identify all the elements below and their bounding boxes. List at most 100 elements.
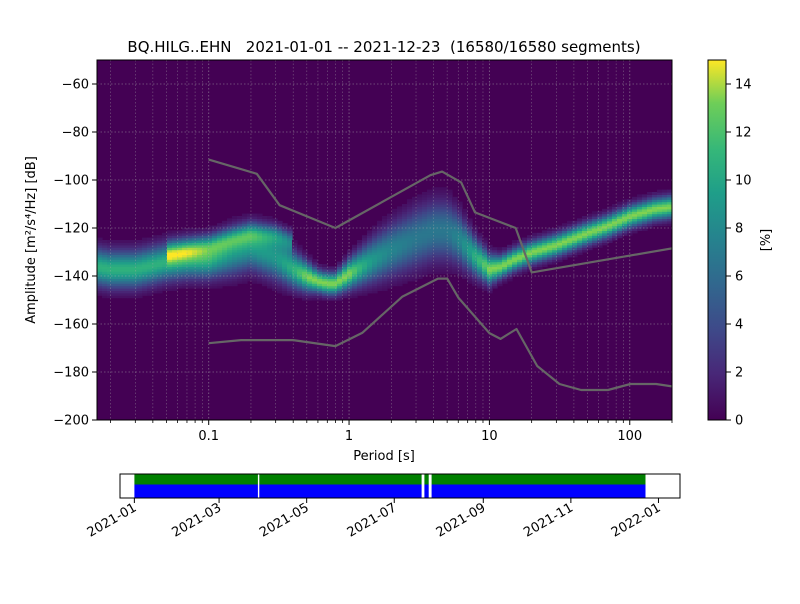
density-cell <box>602 228 608 231</box>
density-cell <box>182 261 188 265</box>
density-cell <box>337 283 343 287</box>
density-cell <box>272 283 278 287</box>
density-cell <box>102 278 108 282</box>
density-cell <box>122 256 128 260</box>
density-cell <box>187 264 193 267</box>
density-cell <box>452 206 458 210</box>
density-cell <box>382 288 388 291</box>
density-cell <box>177 271 183 275</box>
density-cell <box>102 266 108 270</box>
density-cell <box>392 276 398 279</box>
density-cell <box>277 259 283 263</box>
density-cell <box>402 240 408 243</box>
density-cell <box>607 220 613 224</box>
density-cell <box>412 218 418 222</box>
density-cell <box>427 223 433 227</box>
density-cell <box>482 240 488 243</box>
y-tick-label: −180 <box>53 366 89 381</box>
density-cell <box>447 240 453 243</box>
density-cell <box>342 292 348 296</box>
density-cell <box>387 283 393 287</box>
density-cell <box>597 225 603 229</box>
density-cell <box>627 204 633 207</box>
density-cell <box>192 271 198 275</box>
density-cell <box>227 276 233 279</box>
density-cell <box>177 242 183 246</box>
density-cell <box>542 264 548 267</box>
density-cell <box>502 252 508 255</box>
density-cell <box>437 194 443 198</box>
density-cell <box>117 276 123 279</box>
density-cell <box>437 206 443 210</box>
density-cell <box>437 252 443 255</box>
density-cell <box>372 249 378 253</box>
density-cell <box>247 237 253 241</box>
density-cell <box>172 273 178 277</box>
density-cell <box>507 271 513 275</box>
density-cell <box>122 240 128 243</box>
density-cell <box>242 273 248 277</box>
density-cell <box>587 240 593 243</box>
density-cell <box>187 249 193 253</box>
density-cell <box>162 237 168 241</box>
density-cell <box>197 266 203 270</box>
density-cell <box>377 249 383 253</box>
density-cell <box>592 223 598 227</box>
density-cell <box>382 216 388 219</box>
density-cell <box>612 232 618 236</box>
density-cell <box>322 266 328 270</box>
density-cell <box>587 230 593 234</box>
density-cell <box>277 288 283 291</box>
density-cell <box>212 244 218 248</box>
density-cell <box>462 247 468 251</box>
density-cell <box>282 228 288 231</box>
chart-title: BQ.HILG..EHN 2021-01-01 -- 2021-12-23 (1… <box>127 38 640 56</box>
density-cell <box>457 206 463 210</box>
density-cell <box>297 261 303 265</box>
density-cell <box>637 206 643 210</box>
density-cell <box>247 213 253 217</box>
density-cell <box>482 276 488 279</box>
timeline-tick-label: 2022-01 <box>609 500 664 540</box>
density-cell <box>167 256 173 260</box>
density-cell <box>97 256 103 260</box>
density-cell <box>252 242 258 246</box>
density-cell <box>477 273 483 277</box>
density-cell <box>617 225 623 229</box>
density-cell <box>437 201 443 205</box>
density-cell <box>327 290 333 294</box>
colorbar-tick-label: 8 <box>735 222 743 237</box>
density-cell <box>232 266 238 270</box>
density-cell <box>297 256 303 260</box>
density-cell <box>467 218 473 222</box>
density-cell <box>142 256 148 260</box>
density-cell <box>417 273 423 277</box>
density-cell <box>387 252 393 255</box>
density-cell <box>447 228 453 231</box>
density-cell <box>462 276 468 279</box>
density-cell <box>647 199 653 203</box>
density-cell <box>107 280 113 284</box>
density-cell <box>402 235 408 239</box>
density-cell <box>542 242 548 246</box>
density-cell <box>432 189 438 193</box>
density-cell <box>307 254 313 258</box>
density-cell <box>412 208 418 212</box>
density-cell <box>362 292 368 296</box>
density-cell <box>412 244 418 248</box>
density-cell <box>492 271 498 275</box>
density-cell <box>277 273 283 277</box>
density-cell <box>237 249 243 253</box>
density-cell <box>257 216 263 219</box>
density-cell <box>257 228 263 231</box>
density-cell <box>297 292 303 296</box>
density-cell <box>522 268 528 272</box>
density-cell <box>422 256 428 260</box>
density-cell <box>602 242 608 246</box>
density-cell <box>132 283 138 287</box>
density-cell <box>452 259 458 263</box>
density-cell <box>617 208 623 212</box>
density-cell <box>292 290 298 294</box>
density-cell <box>612 206 618 210</box>
density-cell <box>157 244 163 248</box>
